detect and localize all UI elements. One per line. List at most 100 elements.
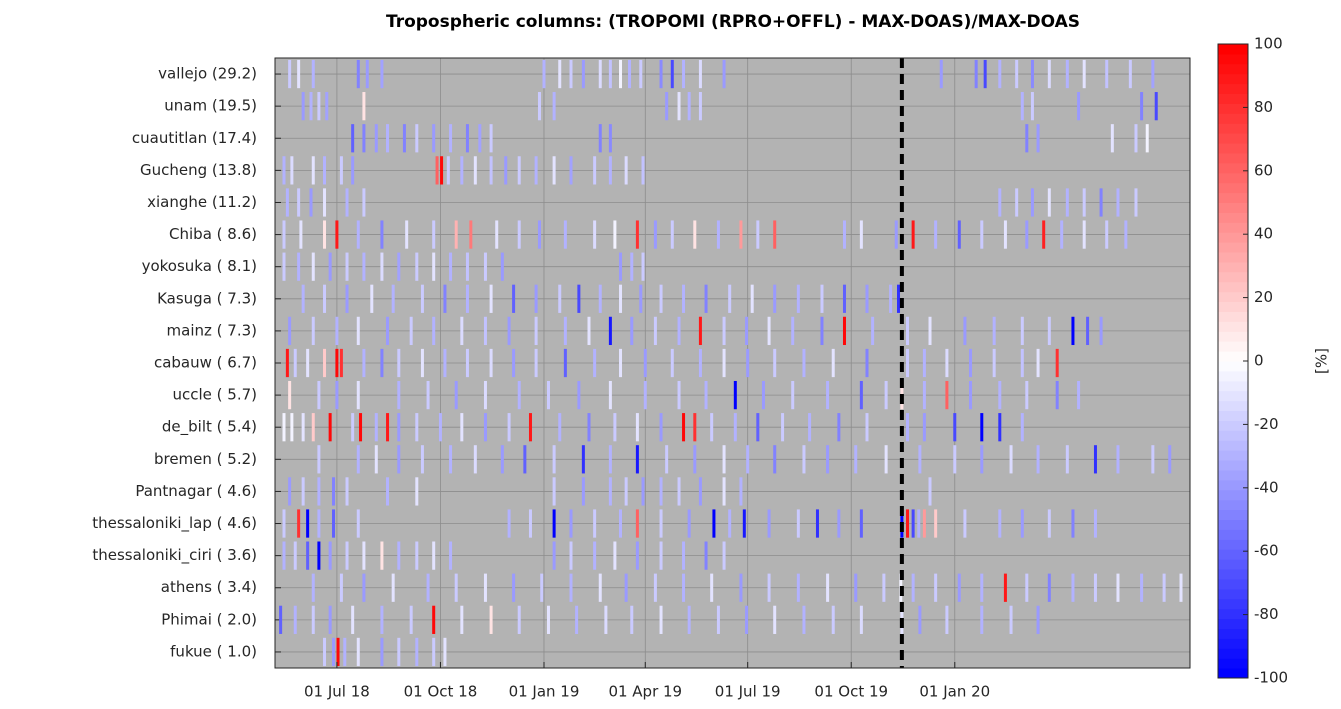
- stripe: [473, 156, 477, 185]
- x-tick-label: 01 Jul 19: [715, 683, 781, 701]
- stripe: [351, 156, 355, 185]
- stripe: [665, 92, 669, 121]
- stripe: [415, 413, 419, 442]
- stripe: [593, 348, 597, 378]
- stripe: [311, 413, 315, 442]
- stripe: [569, 509, 573, 538]
- stripe: [454, 380, 458, 410]
- stripe: [1128, 59, 1132, 89]
- stripe: [953, 445, 957, 474]
- stripe: [409, 316, 413, 346]
- y-tick-label: mainz ( 7.3): [167, 321, 257, 339]
- stripe: [432, 316, 436, 346]
- stripe: [635, 509, 639, 538]
- stripe: [552, 156, 556, 185]
- stripe: [537, 220, 541, 249]
- stripe: [356, 316, 360, 346]
- stripe: [1116, 573, 1120, 602]
- stripe: [722, 445, 726, 474]
- stripe: [351, 413, 355, 442]
- colorbar-cell: [1218, 73, 1248, 85]
- stripe: [552, 477, 556, 506]
- stripe: [969, 348, 973, 378]
- stripe: [1093, 445, 1097, 474]
- stripe: [323, 156, 327, 185]
- y-tick-label: Pantnagar ( 4.6): [135, 482, 257, 500]
- stripe: [397, 380, 401, 410]
- colorbar-tick-label: -100: [1254, 669, 1288, 687]
- stripe: [391, 284, 395, 313]
- colorbar-cell: [1218, 440, 1248, 451]
- stripe: [998, 413, 1002, 442]
- stripe: [980, 573, 984, 602]
- stripe: [659, 59, 663, 89]
- stripe: [563, 348, 567, 378]
- colorbar-cell: [1218, 93, 1248, 104]
- stripe: [517, 380, 521, 410]
- stripe: [299, 220, 303, 249]
- stripe: [386, 413, 390, 442]
- stripe: [415, 477, 419, 506]
- stripe: [1055, 348, 1059, 378]
- stripe: [682, 413, 686, 442]
- colorbar-cell: [1218, 172, 1248, 184]
- stripe: [297, 509, 301, 538]
- stripe: [1036, 124, 1040, 153]
- stripe: [432, 124, 436, 153]
- stripe: [301, 92, 305, 121]
- stripe: [998, 380, 1002, 410]
- stripe: [534, 316, 538, 346]
- colorbar-cell: [1218, 182, 1248, 194]
- stripe: [397, 445, 401, 474]
- stripe: [983, 59, 987, 89]
- stripe: [335, 316, 339, 346]
- colorbar-cell: [1218, 658, 1248, 669]
- stripe: [939, 59, 943, 89]
- colorbar-cell: [1218, 222, 1248, 233]
- stripe: [323, 220, 327, 249]
- stripe: [489, 605, 493, 634]
- stripe: [756, 413, 760, 442]
- stripe: [1105, 220, 1109, 249]
- colorbar-cell: [1218, 549, 1248, 560]
- stripe: [409, 605, 413, 634]
- stripe: [542, 59, 546, 89]
- colorbar-cell: [1218, 232, 1248, 243]
- stripe: [791, 380, 795, 410]
- stripe: [1082, 59, 1086, 89]
- stripe: [575, 605, 579, 634]
- stripe: [767, 573, 771, 602]
- stripe: [343, 637, 347, 667]
- stripe: [980, 413, 984, 442]
- colorbar-cell: [1218, 430, 1248, 441]
- stripe: [362, 188, 366, 217]
- stripe: [1162, 573, 1166, 602]
- stripe: [598, 124, 602, 153]
- stripe: [1020, 509, 1024, 538]
- stripe: [659, 284, 663, 313]
- stripe: [1093, 573, 1097, 602]
- stripe: [1030, 92, 1034, 121]
- stripe: [630, 252, 634, 281]
- stripe: [345, 541, 349, 570]
- stripe: [945, 380, 949, 410]
- stripe: [859, 220, 863, 249]
- colorbar-cell: [1218, 370, 1248, 382]
- y-tick-label: Phimai ( 2.0): [161, 610, 257, 628]
- y-tick-label: cabauw ( 6.7): [154, 354, 257, 372]
- stripe: [426, 380, 430, 410]
- colorbar-cell: [1218, 53, 1248, 65]
- stripe: [507, 509, 511, 538]
- stripe: [581, 477, 585, 506]
- colorbar-cell: [1218, 103, 1248, 114]
- x-tick-label: 01 Oct 19: [814, 683, 888, 701]
- stripe: [613, 413, 617, 442]
- stripe: [380, 252, 384, 281]
- stripe: [1110, 124, 1114, 153]
- stripe: [998, 188, 1002, 217]
- stripe: [397, 348, 401, 378]
- stripe: [1071, 509, 1075, 538]
- stripe: [507, 413, 511, 442]
- stripe: [682, 573, 686, 602]
- stripe: [1025, 573, 1029, 602]
